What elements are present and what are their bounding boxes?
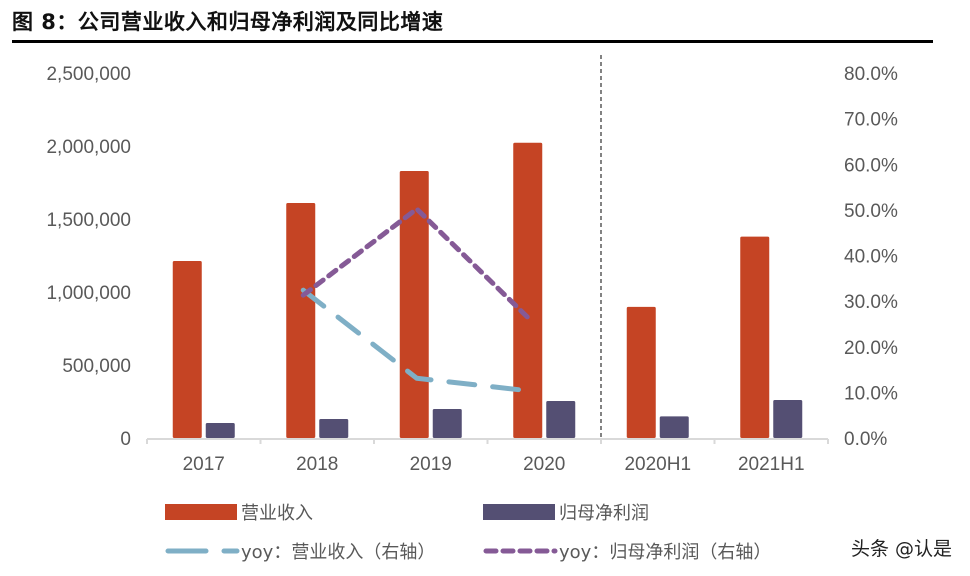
bar-revenue [172, 261, 202, 438]
x-axis-labels: 2017 2018 2019 2020 2020H1 2021H1 [183, 454, 805, 475]
left-axis-tick-label: 500,000 [62, 356, 131, 377]
bar-revenue [740, 236, 770, 438]
bar-net-profit [432, 408, 462, 438]
x-axis-tick-label: 2019 [410, 454, 452, 475]
watermark: 头条 @认是 [850, 538, 952, 560]
right-axis-tick-label: 80.0% [844, 64, 898, 85]
right-axis-tick-label: 20.0% [844, 338, 898, 359]
bar-revenue [513, 142, 543, 438]
right-axis-tick-label: 70.0% [844, 110, 898, 131]
x-axis-tick-label: 2018 [296, 454, 338, 475]
bar-revenue [286, 202, 316, 438]
title-underline [12, 40, 933, 43]
left-axis-tick-label: 1,000,000 [46, 283, 131, 304]
legend-label: yoy：归母净利润（右轴） [559, 542, 771, 563]
legend: 营业收入 归母净利润 yoy：营业收入（右轴） yoy：归母净利润（右轴） [165, 503, 771, 563]
bar-net-profit [319, 419, 349, 438]
x-axis-tick-label: 2021H1 [738, 454, 805, 475]
legend-swatch-bar [483, 504, 555, 520]
right-axis-tick-label: 10.0% [844, 383, 898, 404]
legend-label: 营业收入 [241, 503, 313, 524]
left-axis-tick-label: 1,500,000 [46, 210, 131, 231]
bar-net-profit [205, 422, 235, 438]
bars [172, 142, 803, 438]
left-axis: 0 500,000 1,000,000 1,500,000 2,000,000 2,500… [46, 64, 131, 450]
left-axis-tick-label: 2,500,000 [46, 64, 131, 85]
right-axis-tick-label: 60.0% [844, 155, 898, 176]
x-axis-tick-label: 2020 [523, 454, 565, 475]
right-axis: 0.0% 10.0% 20.0% 30.0% 40.0% 50.0% 60.0% 70.0% 8… [844, 64, 898, 450]
bar-net-profit [546, 401, 576, 438]
x-axis-ticks [146, 439, 829, 444]
legend-label: yoy：营业收入（右轴） [241, 542, 435, 563]
left-axis-tick-label: 2,000,000 [46, 137, 131, 158]
bar-net-profit [773, 400, 803, 438]
bar-revenue [626, 306, 656, 438]
right-axis-tick-label: 50.0% [844, 201, 898, 222]
right-axis-tick-label: 40.0% [844, 247, 898, 268]
right-axis-tick-label: 30.0% [844, 292, 898, 313]
x-axis-tick-label: 2017 [183, 454, 225, 475]
yoy-lines [300, 206, 533, 394]
bar-net-profit [659, 416, 689, 438]
legend-swatch-bar [165, 504, 237, 520]
legend-label: 归母净利润 [559, 503, 649, 524]
chart-title: 图 8：公司营业收入和归母净利润及同比增速 [12, 10, 444, 34]
right-axis-tick-label: 0.0% [844, 429, 887, 450]
x-axis-tick-label: 2020H1 [624, 454, 691, 475]
left-axis-tick-label: 0 [120, 429, 131, 450]
